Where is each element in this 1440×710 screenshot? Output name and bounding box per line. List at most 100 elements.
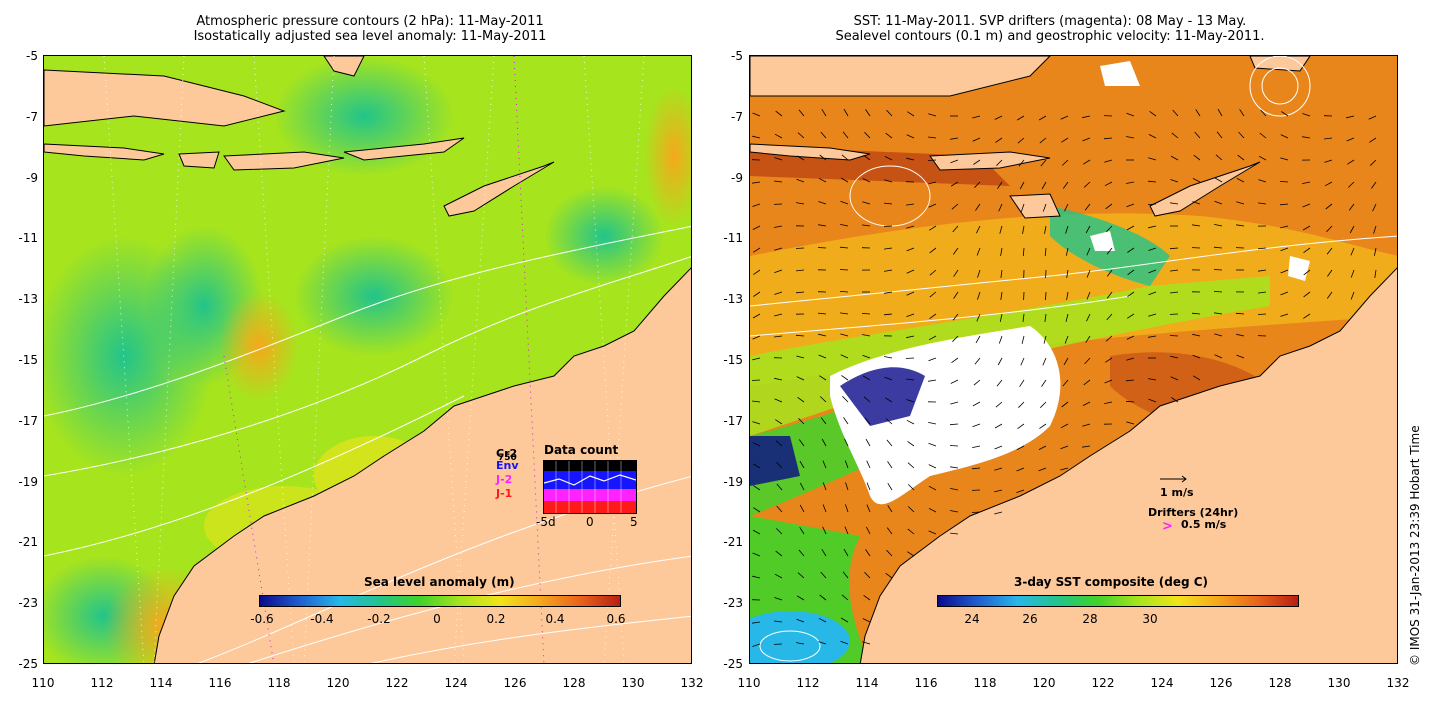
velocity-arrow-field [751,108,1377,647]
velocity-arrow [844,526,849,535]
velocity-arrow [950,401,959,405]
velocity-arrow [796,642,805,645]
velocity-arrow [1038,445,1047,450]
velocity-arrow [907,528,915,535]
velocity-arrow [1214,354,1223,359]
velocity-arrow [1326,247,1333,255]
velocity-arrow [1060,445,1069,450]
velocity-arrow [971,467,981,470]
velocity-arrow [774,180,783,183]
velocity-arrow [865,438,871,447]
velocity-arrow [1280,225,1289,229]
velocity-arrow [951,357,959,364]
velocity-arrow [753,269,761,275]
velocity-arrow [1170,355,1179,359]
velocity-arrow [842,396,849,403]
velocity-arrow [1086,313,1091,322]
velocity-arrow [994,467,1003,471]
velocity-arrow [1170,202,1179,205]
velocity-arrow [1214,333,1223,337]
velocity-arrow [841,594,849,601]
velocity-arrow [928,113,937,117]
velocity-arrow [818,224,827,227]
drifters-legend-speed: 0.5 m/s [1181,518,1227,531]
velocity-arrow [950,532,959,535]
velocity-arrow [818,333,827,337]
velocity-arrow [1214,177,1223,183]
velocity-arrow [797,396,805,403]
velocity-arrow [753,485,761,491]
colorbar-tick-label: 0.4 [545,612,565,626]
velocity-arrow [1324,137,1333,140]
left-title: Atmospheric pressure contours (2 hPa): 1… [90,14,650,44]
velocity-arrow [752,112,761,117]
velocity-arrow [1192,333,1201,337]
velocity-arrow [1105,335,1113,342]
velocity-arrow [840,354,849,359]
y-tick-label: -11 [723,231,743,246]
data-count-overlay-label: 750 [498,453,517,463]
velocity-arrow [974,357,981,365]
x-tick-label: 128 [562,676,586,690]
velocity-arrow [1172,109,1179,117]
velocity-arrow [818,617,827,623]
velocity-arrow [1170,269,1179,272]
sst-colorbar [937,595,1299,607]
velocity-arrow [975,203,981,211]
velocity-arrow [1017,423,1025,430]
velocity-arrow [1257,313,1267,315]
right-title: SST: 11-May-2011. SVP drifters (magenta)… [770,14,1330,44]
velocity-arrow [950,488,959,491]
velocity-arrow [887,482,893,491]
velocity-arrow [1374,269,1377,278]
velocity-arrow [818,201,827,205]
y-tick-label: -9 [26,170,38,185]
velocity-arrow [1260,109,1267,117]
velocity-arrow [1065,313,1069,322]
velocity-arrow [752,400,761,403]
velocity-arrow [840,312,849,315]
velocity-arrow [774,291,783,295]
velocity-arrow [907,111,915,117]
sea-level-anomaly-map[interactable]: Data count Cr2 750 Env J-2 J-1 -5d 0 5 S… [43,55,692,664]
velocity-arrow [774,597,783,601]
y-tick-label: -15 [723,353,743,367]
velocity-arrow [1062,379,1069,387]
velocity-arrow [839,269,849,271]
velocity-arrow [1045,291,1047,301]
velocity-arrow [752,421,761,425]
sla-map-graphic [44,56,691,663]
velocity-arrow [1127,291,1135,298]
velocity-arrow [865,549,871,557]
x-tick-label: 132 [1386,676,1410,690]
y-tick-label: -5 [26,49,38,63]
velocity-arrow [907,506,915,513]
velocity-arrow [1280,247,1289,252]
velocity-arrow [994,511,1003,515]
velocity-arrow [976,247,981,256]
velocity-arrow [866,482,871,491]
velocity-arrow [1126,357,1135,361]
velocity-arrow [976,225,981,234]
velocity-arrow [1169,247,1179,250]
x-tick-label: 118 [973,676,997,690]
x-tick-label: 112 [796,676,820,690]
sst-map[interactable]: 1 m/s Drifters (24hr) > 0.5 m/s 3-day SS… [749,55,1398,664]
velocity-arrow [864,131,871,139]
velocity-arrow [906,313,915,317]
data-count-stacked-bars [543,460,637,514]
velocity-arrow [1327,269,1333,277]
velocity-arrow [1347,159,1355,165]
velocity-arrow [997,357,1003,366]
velocity-arrow [1016,467,1025,472]
velocity-arrow [1083,379,1091,386]
velocity-arrow [1258,155,1267,161]
velocity-arrow [950,159,959,164]
x-tick-label: 130 [621,676,645,690]
data-count-inset: Data count Cr2 750 Env J-2 J-1 -5d 0 5 [496,441,646,541]
velocity-arrow [1192,201,1201,205]
velocity-arrow [1016,489,1025,493]
velocity-arrow [775,110,783,117]
velocity-arrow [995,401,1003,408]
velocity-arrow [1104,181,1113,187]
